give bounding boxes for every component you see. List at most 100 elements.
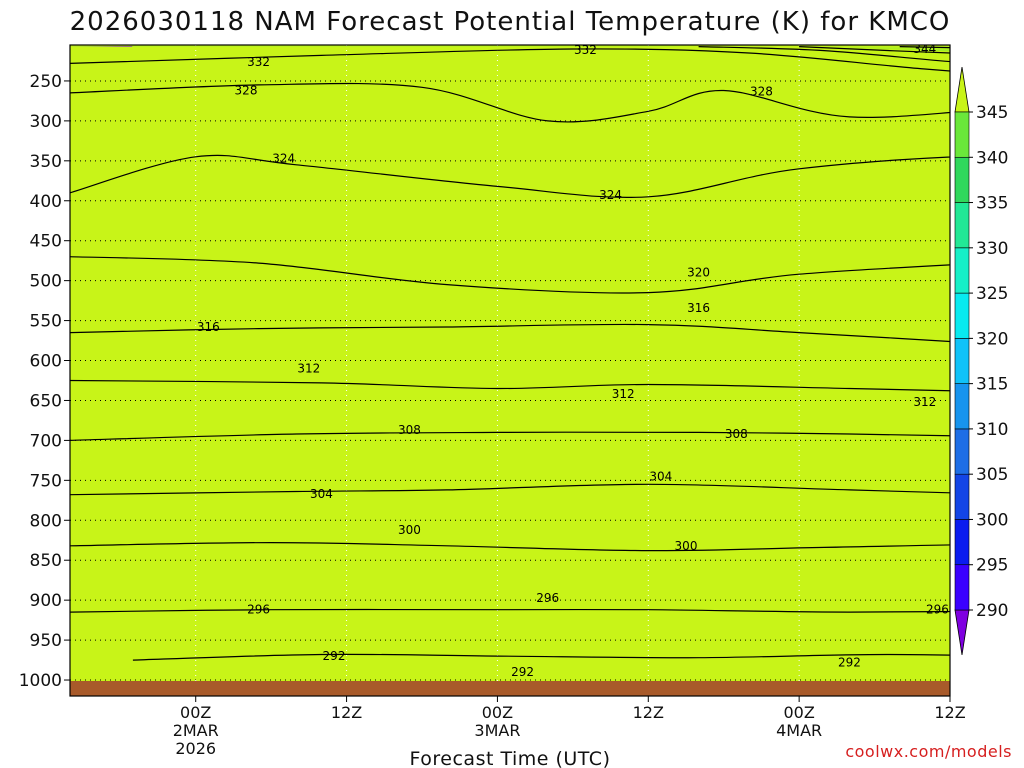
- contour-label-308: 308: [725, 427, 748, 441]
- colorbar-label: 335: [976, 194, 1008, 214]
- contour-label-316: 316: [687, 301, 710, 315]
- colorbar-min-arrow: [954, 609, 970, 656]
- colorbar-label: 320: [976, 329, 1008, 349]
- chart-title: 2026030118 NAM Forecast Potential Temper…: [70, 7, 951, 37]
- credit-text: coolwx.com/models: [845, 742, 1012, 761]
- isentrope-336: [698, 46, 950, 63]
- isentrope-292: [132, 653, 950, 661]
- colorbar-label: 295: [976, 556, 1008, 576]
- contour-label-332: 332: [247, 55, 270, 69]
- y-tick-label: 850: [30, 551, 62, 571]
- colorbar-box: [954, 292, 970, 339]
- filled-contours: [70, 45, 950, 696]
- x-tick-label: 2026: [175, 739, 216, 758]
- colorbar-box: [954, 156, 970, 203]
- isentrope-296: [70, 608, 950, 613]
- colorbar-box: [954, 202, 970, 249]
- isentrope-labels: 3443403363323323323283283283243243243203…: [197, 43, 1024, 679]
- isentrope-312: [70, 379, 950, 392]
- ground-surface: [70, 681, 950, 696]
- colorbar-box: [954, 338, 970, 384]
- colorbar: 290 295 300 305 310 315 320 325 330 335 340 345: [954, 66, 1008, 656]
- contour-label-300: 300: [1014, 537, 1024, 551]
- x-axis: 00Z2MAR202612Z00Z3MAR12Z00Z4MAR12Z00Z5MA…: [173, 696, 966, 758]
- contour-label-316: 316: [1014, 344, 1024, 358]
- colorbar-max-arrow: [954, 66, 970, 113]
- colorbar-label: 325: [976, 284, 1008, 304]
- contour-label-316: 316: [197, 320, 220, 334]
- y-tick-label: 300: [30, 112, 62, 132]
- y-tick-label: 450: [30, 232, 62, 252]
- colorbar-box: [954, 564, 970, 611]
- x-tick-label: 2MAR: [173, 721, 219, 740]
- x-tick-label: 00Z: [482, 703, 513, 722]
- colorbar-label: 315: [976, 375, 1008, 395]
- y-tick-label: 250: [30, 72, 62, 92]
- contour-label-324: 324: [599, 188, 622, 202]
- contour-label-324: 324: [272, 151, 295, 165]
- x-tick-label: 12Z: [331, 703, 362, 722]
- isentrope-308: [70, 431, 950, 441]
- colorbar-label: 340: [976, 148, 1008, 168]
- colorbar-label: 305: [976, 465, 1008, 485]
- isentrope-324: [70, 154, 950, 199]
- colorbar-box: [954, 428, 970, 475]
- colorbar-box: [954, 111, 970, 158]
- isentrope-328: [70, 82, 950, 123]
- x-tick-label: 12Z: [633, 703, 664, 722]
- y-tick-label: 950: [30, 631, 62, 651]
- isentrope-304: [70, 483, 950, 496]
- colorbar-label: 310: [976, 420, 1008, 440]
- contour-label-304: 304: [649, 469, 672, 483]
- contour-label-340: 340: [989, 50, 1012, 64]
- contour-label-308: 308: [1014, 425, 1024, 439]
- plot-frame: [69, 44, 951, 697]
- isentrope-340: [799, 46, 950, 54]
- y-tick-label: 600: [30, 352, 62, 372]
- isentrope-lines: [70, 46, 950, 661]
- fill-band-350: [70, 45, 950, 696]
- colorbar-box: [954, 473, 970, 520]
- y-tick-label: 900: [30, 591, 62, 611]
- y-tick-label: 700: [30, 431, 62, 451]
- y-tick-label: 1000: [19, 671, 62, 691]
- isentrope-344: [899, 46, 950, 49]
- colorbar-label: 330: [976, 239, 1008, 259]
- y-tick-label: 650: [30, 391, 62, 411]
- contour-label-304: 304: [1014, 484, 1024, 498]
- contour-label-308: 308: [398, 423, 421, 437]
- colorbar-box: [954, 383, 970, 430]
- x-tick-label: 3MAR: [474, 721, 520, 740]
- y-tick-label: 400: [30, 192, 62, 212]
- contour-label-292: 292: [511, 665, 534, 679]
- x-tick-label: 00Z: [180, 703, 211, 722]
- contour-label-300: 300: [398, 523, 421, 537]
- x-axis-label: Forecast Time (UTC): [410, 748, 611, 768]
- contour-label-332: 332: [574, 43, 597, 57]
- contour-label-296: 296: [536, 591, 559, 605]
- contour-label-292: 292: [323, 649, 346, 663]
- colorbar-box: [954, 519, 970, 566]
- contour-label-296: 296: [926, 603, 949, 617]
- contour-label-304: 304: [310, 487, 333, 501]
- contour-label-292: 292: [838, 655, 861, 669]
- colorbar-box: [954, 247, 970, 294]
- y-tick-label: 500: [30, 272, 62, 292]
- isentrope-320: [70, 256, 950, 294]
- contour-label-300: 300: [675, 539, 698, 553]
- isentrope-316: [70, 323, 950, 343]
- y-tick-label: 350: [30, 152, 62, 172]
- grid-lines: [70, 45, 950, 696]
- isentrope-332: [70, 48, 950, 72]
- y-tick-label: 800: [30, 511, 62, 531]
- contour-label-296: 296: [247, 603, 270, 617]
- contour-label-328: 328: [235, 84, 258, 98]
- contour-label-312: 312: [913, 395, 936, 409]
- y-tick-label: 750: [30, 471, 62, 491]
- contour-label-328: 328: [750, 84, 773, 98]
- x-tick-label: 4MAR: [776, 721, 822, 740]
- contour-label-312: 312: [297, 362, 320, 376]
- contour-label-312: 312: [612, 387, 635, 401]
- colorbar-label: 300: [976, 510, 1008, 530]
